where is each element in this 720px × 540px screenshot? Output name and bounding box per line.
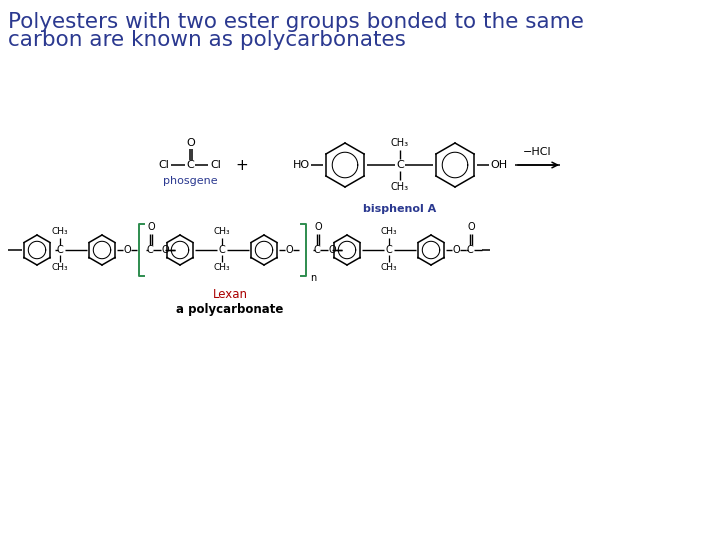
Text: OH: OH — [490, 160, 508, 170]
Text: CH₃: CH₃ — [214, 227, 230, 237]
Text: O: O — [467, 222, 474, 232]
Text: carbon are known as polycarbonates: carbon are known as polycarbonates — [8, 30, 406, 50]
Text: CH₃: CH₃ — [391, 138, 409, 148]
Text: a polycarbonate: a polycarbonate — [176, 303, 284, 316]
Text: CH₃: CH₃ — [381, 264, 397, 273]
Text: C: C — [219, 245, 225, 255]
Text: Lexan: Lexan — [212, 288, 248, 301]
Text: O: O — [186, 138, 195, 148]
Text: O: O — [452, 245, 460, 255]
Text: O: O — [328, 245, 336, 255]
Text: HO: HO — [292, 160, 310, 170]
Text: Polyesters with two ester groups bonded to the same: Polyesters with two ester groups bonded … — [8, 12, 584, 32]
Text: CH₃: CH₃ — [52, 227, 68, 237]
Text: C: C — [314, 245, 320, 255]
Text: O: O — [147, 222, 155, 232]
Text: CH₃: CH₃ — [52, 264, 68, 273]
Text: C: C — [57, 245, 63, 255]
Text: C: C — [396, 160, 404, 170]
Text: C: C — [147, 245, 153, 255]
Text: bisphenol A: bisphenol A — [364, 204, 436, 214]
Text: O: O — [285, 245, 293, 255]
Text: C: C — [386, 245, 392, 255]
Text: +: + — [235, 158, 248, 172]
Text: C: C — [186, 160, 194, 170]
Text: Cl: Cl — [158, 160, 169, 170]
Text: C: C — [467, 245, 473, 255]
Text: CH₃: CH₃ — [381, 227, 397, 237]
Text: O: O — [123, 245, 131, 255]
Text: O: O — [161, 245, 168, 255]
Text: CH₃: CH₃ — [391, 182, 409, 192]
Text: CH₃: CH₃ — [214, 264, 230, 273]
Text: Cl: Cl — [210, 160, 222, 170]
Text: n: n — [310, 273, 316, 283]
Text: phosgene: phosgene — [163, 176, 217, 186]
Text: O: O — [314, 222, 322, 232]
Text: −HCl: −HCl — [523, 147, 552, 157]
